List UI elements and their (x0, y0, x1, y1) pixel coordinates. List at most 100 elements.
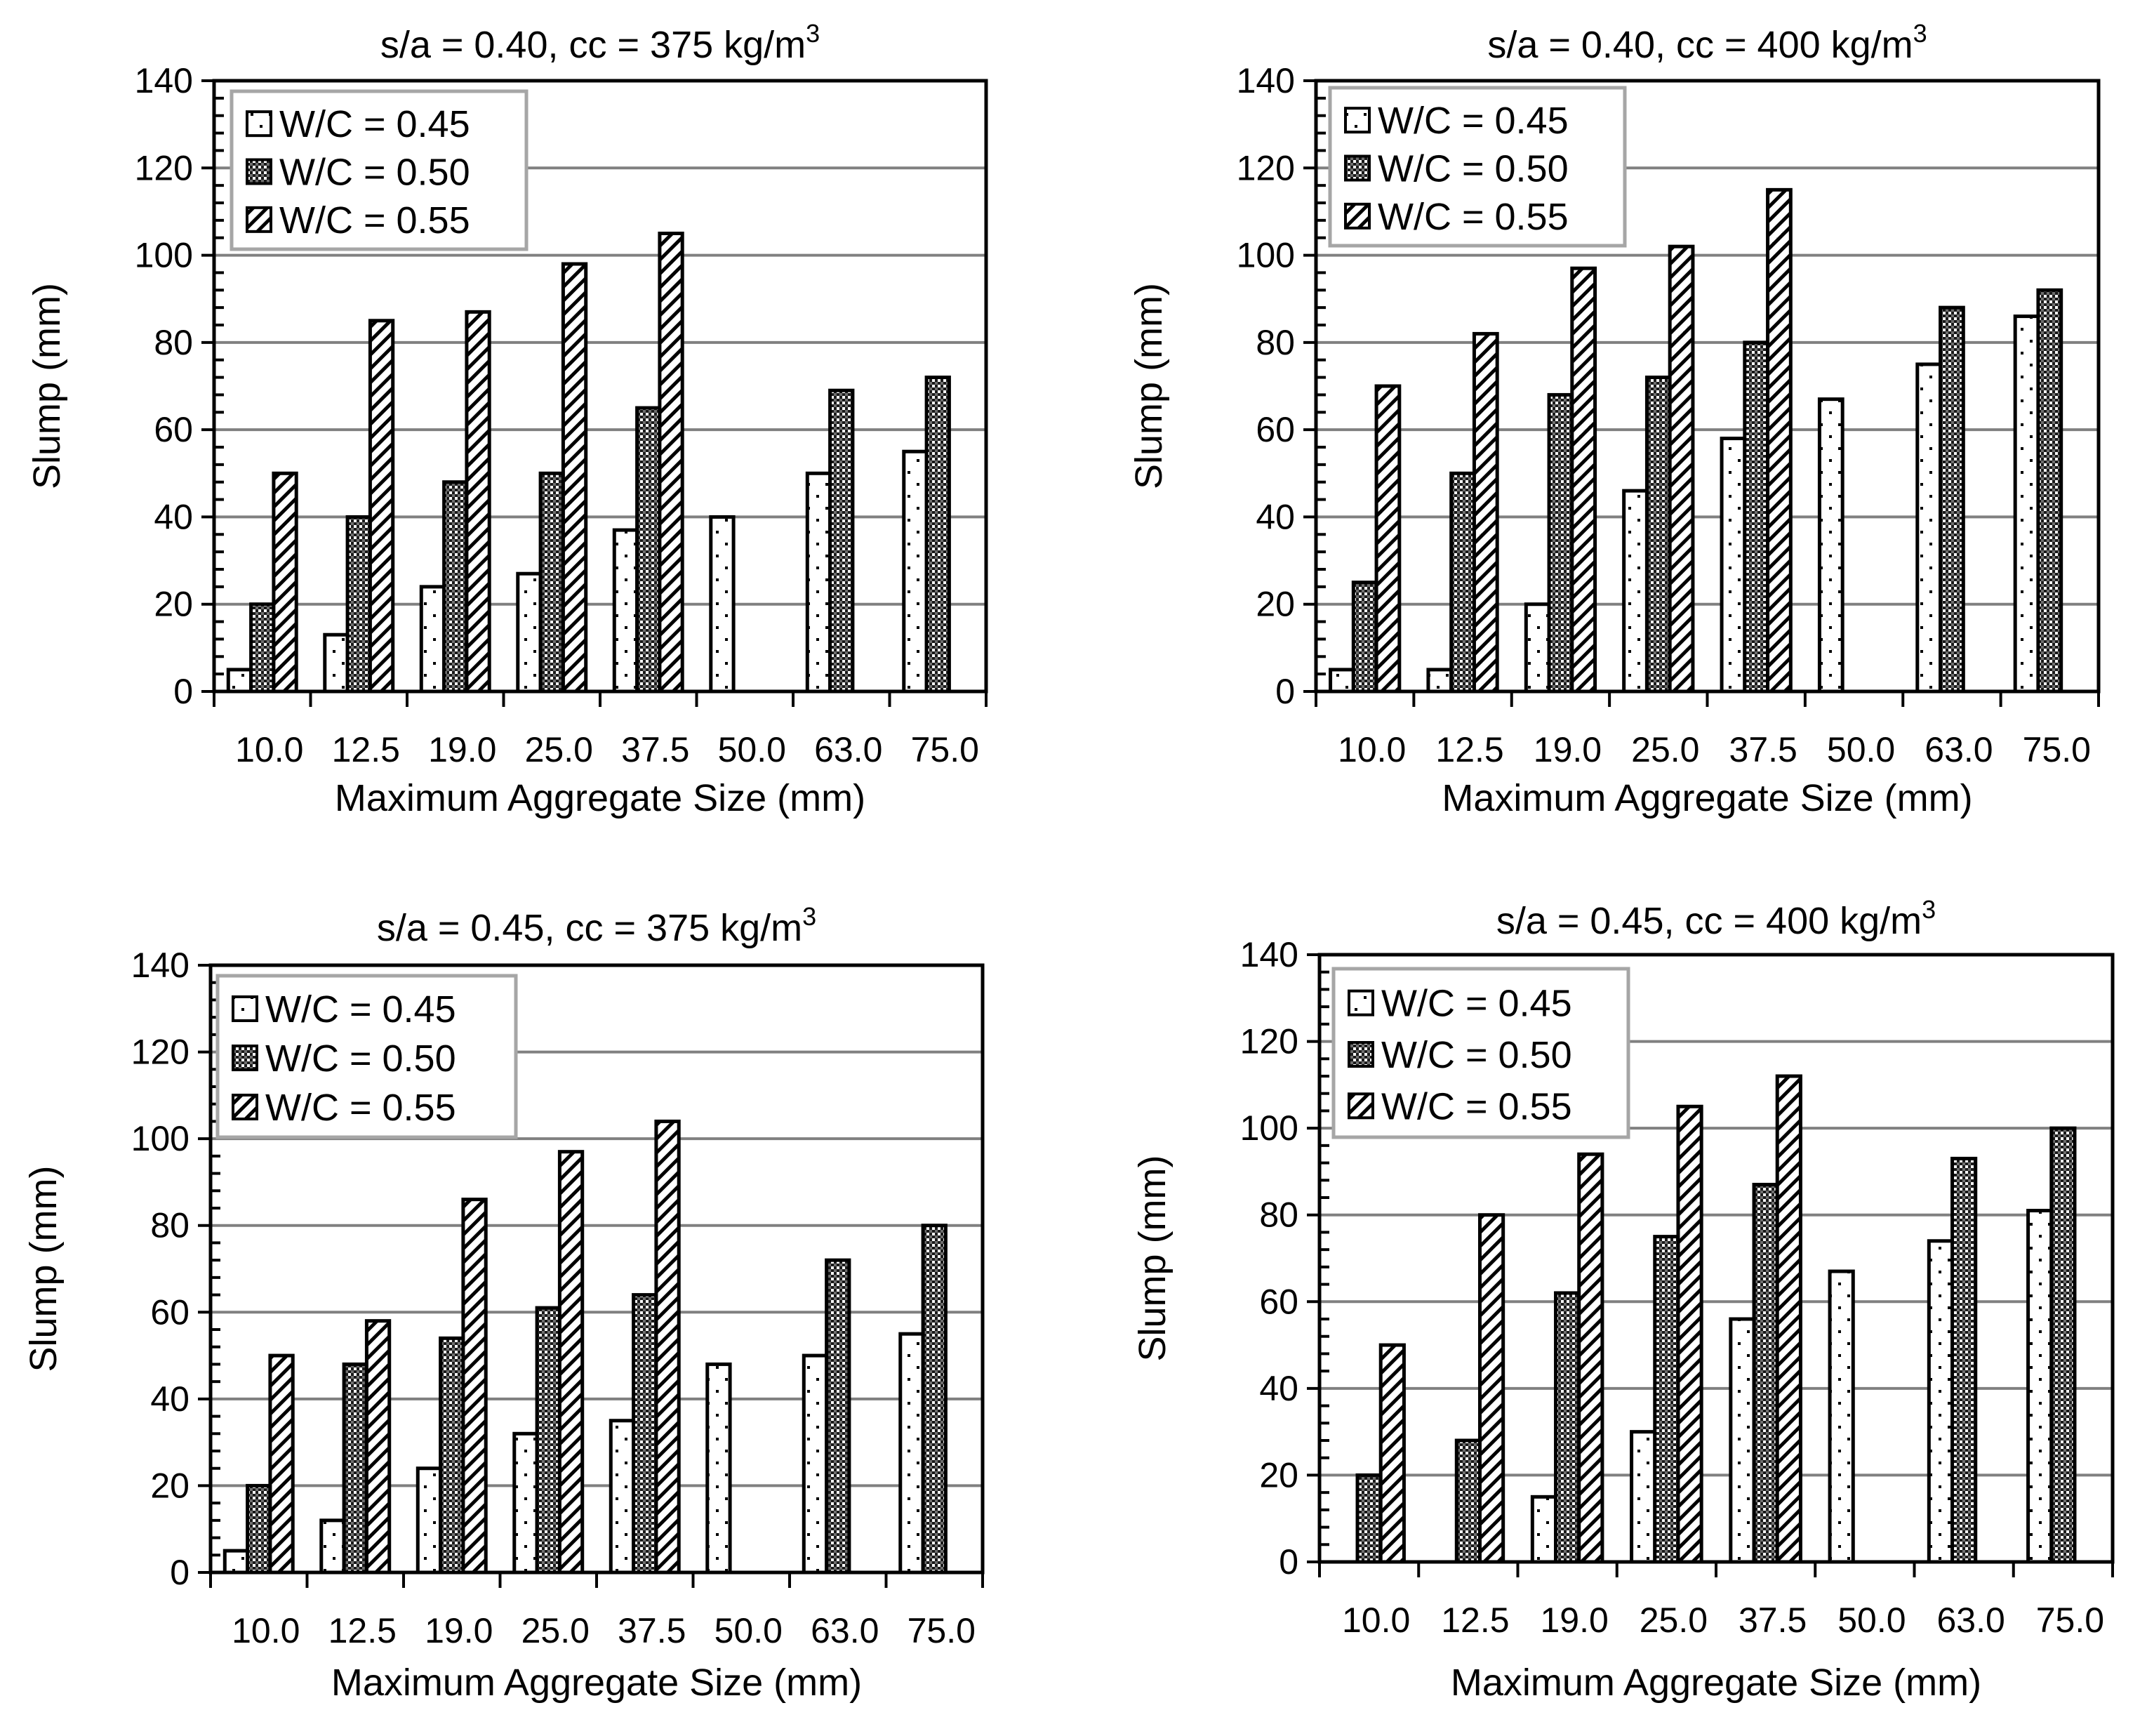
bar (902, 449, 929, 694)
x-axis-label: Maximum Aggregate Size (mm) (331, 1662, 862, 1704)
x-axis-label: Maximum Aggregate Size (mm) (335, 777, 865, 819)
legend-item: W/C = 0.45 (232, 988, 456, 1031)
bar (1668, 244, 1695, 694)
x-tick-label: 19.0 (1534, 730, 1602, 769)
x-tick-label: 25.0 (1631, 730, 1699, 769)
bar (535, 1306, 561, 1575)
chart-title-superscript: 3 (1913, 19, 1927, 48)
y-tick-label: 80 (154, 323, 193, 362)
bar (1766, 187, 1793, 694)
x-tick-label: 12.5 (328, 1611, 397, 1650)
bar (416, 1466, 443, 1575)
legend-swatch (1348, 989, 1374, 1016)
x-tick-label: 25.0 (521, 1611, 590, 1650)
x-tick-label: 37.5 (1739, 1601, 1807, 1640)
bars (222, 1119, 948, 1575)
y-tick-label: 100 (1237, 236, 1295, 275)
y-tick-label: 80 (150, 1206, 190, 1245)
bar (538, 471, 565, 694)
bar (557, 1150, 585, 1575)
y-tick-label: 60 (154, 410, 193, 449)
legend-swatch (1348, 1041, 1374, 1068)
x-tick-label: 75.0 (908, 1611, 976, 1650)
bar (1939, 305, 1965, 694)
x-tick-label: 37.5 (621, 730, 689, 769)
bar (439, 1336, 465, 1575)
y-minor-ticks (1307, 953, 1329, 1563)
bar (1426, 668, 1454, 694)
chart-title-main: s/a = 0.45, cc = 400 kg/m (1496, 900, 1922, 942)
chart-title-main: s/a = 0.40, cc = 375 kg/m (380, 24, 806, 66)
legend-swatch (232, 1045, 258, 1071)
y-tick-labels: 0 20 40 60 80 100 120 140 (1237, 61, 1295, 711)
bar (268, 1353, 295, 1575)
bar (319, 1518, 346, 1575)
chart-title: s/a = 0.45, cc = 400 kg/m3 (1496, 895, 1936, 942)
x-tick-label: 12.5 (1435, 730, 1503, 769)
bar (802, 1353, 829, 1575)
legend-item: W/C = 0.45 (1344, 100, 1569, 142)
legend-swatch (1344, 107, 1371, 134)
chart-title-superscript: 3 (802, 902, 816, 931)
legend-swatch (232, 1094, 258, 1120)
x-tick-label: 10.0 (232, 1611, 300, 1650)
legend-label: W/C = 0.55 (1381, 1085, 1572, 1127)
series-3 (1378, 1074, 1802, 1564)
x-tick-label: 10.0 (1338, 730, 1406, 769)
bar (609, 1419, 636, 1575)
legend-item: W/C = 0.50 (1344, 148, 1569, 190)
legend-box (1328, 86, 1627, 248)
x-tick-label: 10.0 (235, 730, 303, 769)
bar (226, 668, 253, 694)
bar (658, 232, 684, 694)
chart-panel-top-right: 0 20 40 60 80 100 120 140 10.0 12.5 19.0 25.0 37.5 50… (1128, 19, 2101, 819)
bar (512, 1431, 539, 1575)
x-tick-label: 19.0 (425, 1611, 493, 1650)
bars (226, 232, 951, 694)
legend-item: W/C = 0.50 (246, 152, 470, 194)
legend-label: W/C = 0.50 (1378, 148, 1569, 190)
legend-box (215, 974, 518, 1139)
bar (2036, 288, 2063, 694)
y-tick-labels: 0 20 40 60 80 100 120 140 (1240, 935, 1298, 1582)
legend-label: W/C = 0.50 (265, 1038, 456, 1080)
bar (1449, 471, 1476, 694)
bar (368, 319, 395, 694)
bar (2049, 1126, 2077, 1564)
series-2 (1355, 1126, 2077, 1564)
y-tick-label: 60 (1259, 1282, 1298, 1321)
y-axis-label: Slump (mm) (22, 1166, 65, 1372)
x-tick-label: 50.0 (1827, 730, 1895, 769)
legend-label: W/C = 0.50 (279, 152, 470, 194)
bar (1472, 331, 1499, 694)
bar (364, 1319, 392, 1575)
legend: W/C = 0.45 W/C = 0.50 W/C = 0.55 (215, 974, 518, 1139)
chart-panel-bottom-left: 0 20 40 60 80 100 120 140 10.0 12.5 19.0 25.0 37.5 50… (22, 902, 985, 1704)
y-tick-label: 120 (135, 148, 193, 187)
y-tick-label: 0 (1275, 672, 1295, 711)
bar (612, 528, 639, 694)
x-tick-label: 12.5 (1441, 1601, 1509, 1640)
series-1 (1530, 1209, 2054, 1564)
x-tick-label: 25.0 (525, 730, 593, 769)
bar (516, 571, 543, 694)
y-tick-label: 140 (1240, 935, 1298, 974)
y-tick-label: 140 (135, 61, 193, 100)
bar (1547, 392, 1574, 694)
bar (1630, 1430, 1657, 1564)
bar (1676, 1104, 1703, 1564)
legend-swatch (232, 995, 258, 1022)
bar (442, 480, 469, 694)
y-tick-label: 80 (1256, 323, 1295, 362)
legend-swatch (1344, 154, 1371, 182)
bars (1329, 187, 2063, 694)
bar (825, 1258, 851, 1575)
bar (1622, 489, 1649, 694)
legend-item: W/C = 0.55 (1348, 1085, 1572, 1127)
y-minor-ticks (201, 79, 224, 693)
legend-label: W/C = 0.45 (1378, 100, 1569, 142)
legend-item: W/C = 0.50 (232, 1038, 456, 1080)
y-tick-label: 0 (173, 672, 193, 711)
y-tick-label: 60 (150, 1292, 190, 1332)
y-tick-label: 100 (1240, 1108, 1298, 1148)
